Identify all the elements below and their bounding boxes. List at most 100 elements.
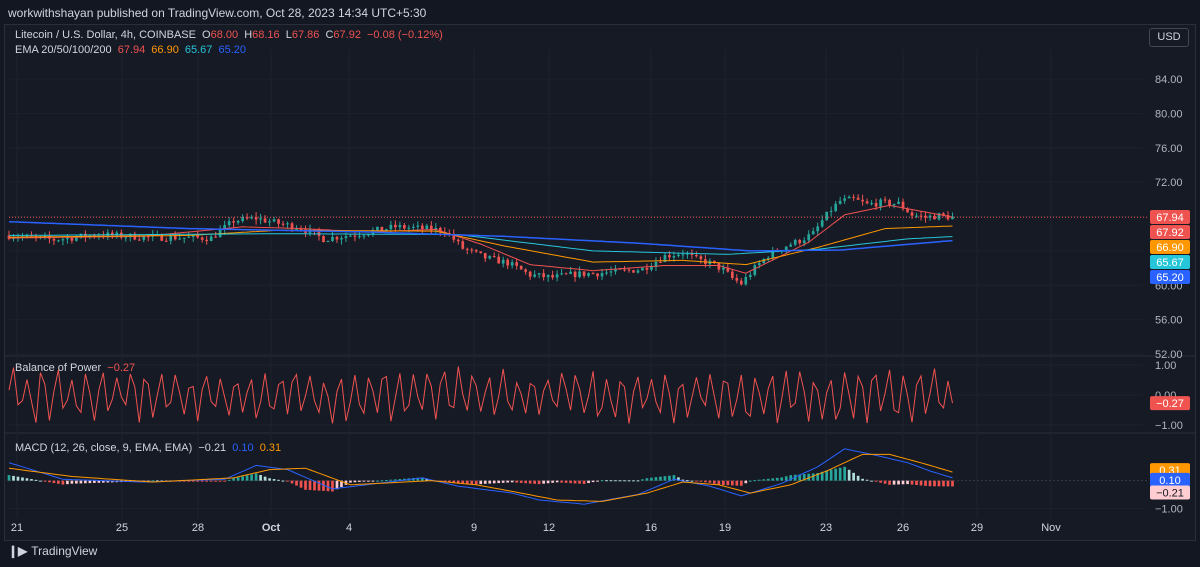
- macd-histogram-bar: [735, 480, 739, 486]
- candle-body: [137, 239, 141, 241]
- macd-histogram-bar: [340, 480, 343, 488]
- macd-histogram-bar: [7, 475, 11, 481]
- macd-histogram-bar: [551, 480, 554, 483]
- macd-histogram-bar: [205, 480, 209, 482]
- candle-body: [66, 237, 69, 240]
- macd-histogram-bar: [645, 478, 649, 481]
- macd-histogram-bar: [277, 479, 280, 481]
- symbol-legend: Litecoin / U.S. Dollar, 4h, COINBASE O68…: [15, 29, 446, 41]
- ema200-line: [8, 220, 953, 252]
- macd-histogram-bar: [834, 468, 838, 481]
- candle-body: [623, 269, 626, 271]
- candle-body: [748, 274, 752, 277]
- price-axis-badge: [1150, 210, 1190, 225]
- macd-histogram-bar: [528, 480, 532, 484]
- change-value: −0.08 (−0.12%): [367, 29, 443, 41]
- tradingview-logo-icon: ❙▶: [8, 544, 28, 558]
- candle-body: [515, 262, 519, 266]
- ema20-value: 67.94: [117, 44, 146, 56]
- macd-histogram-bar: [21, 477, 24, 481]
- currency-button[interactable]: USD: [1149, 28, 1189, 47]
- candle-body: [200, 237, 204, 240]
- candle-body: [645, 267, 649, 270]
- footer-brand[interactable]: TradingView: [31, 544, 98, 558]
- candle-body: [367, 234, 370, 236]
- macd-histogram-bar: [672, 475, 676, 481]
- macd-signal-value: 0.31: [259, 442, 282, 454]
- macd-histogram-bar: [335, 480, 339, 490]
- macd-histogram-bar: [663, 476, 667, 481]
- candle-body: [870, 203, 873, 205]
- macd-histogram-bar: [582, 480, 586, 484]
- macd-histogram-bar: [811, 473, 815, 481]
- candle-body: [852, 196, 855, 198]
- time-tick-label: 23: [820, 522, 832, 534]
- candle-body: [187, 236, 191, 238]
- candle-body: [169, 235, 173, 241]
- open-value: 68.00: [210, 29, 239, 41]
- candle-body: [281, 223, 285, 225]
- macd-histogram-bar: [780, 477, 784, 481]
- macd-histogram-bar: [70, 480, 74, 484]
- candle-body: [551, 274, 554, 278]
- macd-histogram-bar: [268, 478, 271, 481]
- macd-histogram-bar: [937, 480, 941, 487]
- chart-panel[interactable]: 52.00 56.00 60.00 72.00 76.00 80.00 84.00 1.00 0…: [4, 24, 1196, 541]
- candle-body: [591, 273, 595, 275]
- candle-body: [820, 220, 824, 227]
- candle-body: [178, 238, 182, 240]
- macd-histogram-bar: [232, 478, 235, 481]
- macd-histogram-bar: [416, 477, 420, 481]
- macd-histogram-bar: [802, 474, 806, 481]
- candle-body: [596, 273, 599, 277]
- macd-histogram-bar: [349, 480, 352, 483]
- bop-tick-label: 1.00: [1155, 360, 1176, 372]
- macd-histogram-bar: [569, 480, 572, 484]
- candle-body: [416, 225, 420, 227]
- bop-value: −0.27: [107, 362, 136, 374]
- candle-body: [349, 235, 352, 237]
- macd-histogram-bar: [57, 480, 60, 484]
- candle-body: [214, 236, 218, 238]
- candle-body: [160, 234, 164, 241]
- candle-body: [843, 198, 846, 201]
- macd-histogram-bar: [915, 480, 918, 486]
- time-tick-label: 19: [719, 522, 731, 534]
- candle-body: [75, 237, 78, 241]
- macd-histogram-bar: [12, 475, 15, 481]
- candle-body: [528, 271, 532, 277]
- macd-histogram-bar: [879, 480, 882, 483]
- macd-histogram-bar: [456, 480, 460, 484]
- candle-body: [663, 255, 667, 262]
- candle-body: [331, 236, 334, 241]
- high-label: H: [244, 29, 253, 41]
- candle-body: [474, 249, 478, 252]
- candle-body: [465, 248, 469, 250]
- macd-histogram-bar: [677, 477, 680, 481]
- candle-body: [641, 267, 644, 271]
- symbol-name: Litecoin / U.S. Dollar, 4h, COINBASE: [15, 29, 196, 41]
- macd-histogram-bar: [61, 480, 65, 485]
- macd-histogram-bar: [317, 480, 321, 491]
- candle-body: [286, 223, 289, 225]
- macd-histogram-bar: [479, 480, 483, 485]
- candle-body: [686, 253, 689, 255]
- macd-histogram-bar: [214, 480, 218, 482]
- macd-histogram-bar: [97, 480, 101, 483]
- price-axis-badge: [1150, 270, 1190, 285]
- candle-body: [110, 232, 114, 236]
- time-tick-label: 16: [645, 522, 657, 534]
- macd-histogram-bar: [600, 480, 604, 482]
- candle-body: [483, 252, 487, 259]
- bop-tick-label: −1.00: [1155, 420, 1183, 432]
- price-tick-label: 56.00: [1155, 315, 1183, 327]
- macd-histogram-bar: [48, 480, 51, 483]
- chart-canvas[interactable]: 52.0056.0060.0072.0076.0080.0084.001.000…: [5, 25, 1195, 540]
- ema-legend: EMA 20/50/100/200 67.94 66.90 65.67 65.2…: [15, 44, 249, 56]
- macd-histogram-bar: [946, 480, 950, 487]
- candle-body: [713, 260, 716, 263]
- ema200-value: 65.20: [218, 44, 247, 56]
- candle-body: [802, 240, 806, 244]
- time-tick-label: 4: [346, 522, 352, 534]
- macd-histogram-bar: [578, 480, 581, 484]
